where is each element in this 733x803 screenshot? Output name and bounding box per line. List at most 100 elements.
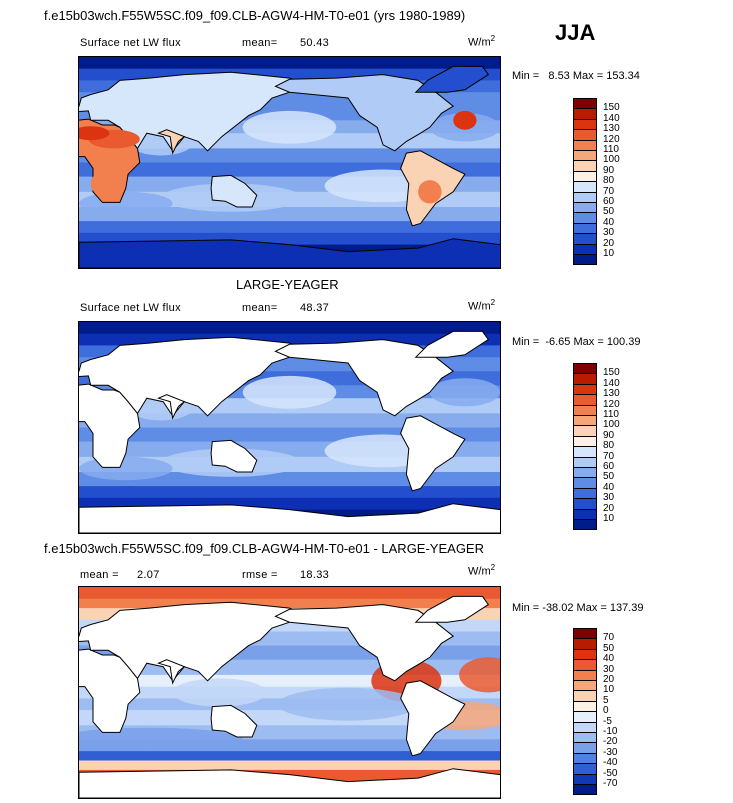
panel2-min-label: Min = — [512, 336, 540, 348]
colorbar-tick-label: 100 — [603, 419, 620, 431]
panel3-mean-value: 2.07 — [137, 569, 160, 581]
continent-india — [157, 129, 186, 155]
land-hotspot — [79, 126, 110, 141]
continent-namerica — [274, 339, 455, 417]
panel2-max-value: 100.39 — [606, 336, 641, 348]
continent-namerica — [274, 604, 455, 682]
colorbar-tick-label: 10 — [603, 248, 615, 259]
colorbar-tick-label: -20 — [603, 736, 618, 748]
panel3-max-label: Max = — [576, 602, 607, 614]
panel1-max-value: 153.34 — [606, 70, 640, 82]
panel3-rmse-value: 18.33 — [300, 569, 330, 581]
panel2-minmax: Min = -6.65 Max = 100.39 — [512, 336, 640, 348]
colorbar-tick-label: 100 — [603, 154, 620, 166]
field-band — [79, 587, 500, 600]
field-blob — [79, 456, 173, 481]
panel2-min-value: -6.65 — [545, 336, 571, 348]
colorbar-swatch — [573, 254, 597, 266]
continent-greenland — [414, 330, 490, 358]
colorbar-tick-label: 90 — [603, 164, 615, 176]
panel1-title: f.e15b03wch.F55W5SC.f09_f09.CLB-AGW4-HM-… — [44, 8, 466, 23]
colorbar-tick-label: 70 — [603, 450, 615, 462]
colorbar-tick-label: 60 — [603, 196, 615, 207]
colorbar-tick-label: 110 — [603, 409, 619, 420]
colorbar-tick-label: 10 — [603, 684, 615, 696]
colorbar-tick-label: 140 — [603, 112, 620, 124]
colorbar-tick-label: 40 — [603, 653, 615, 665]
colorbar-tick-label: 60 — [603, 461, 615, 472]
colorbar-tick-label: -10 — [603, 726, 618, 737]
continent-antarctica — [79, 768, 500, 798]
continent-eurasia — [79, 336, 303, 417]
colorbar-tick-label: 30 — [603, 663, 615, 675]
land-hotspot — [418, 180, 442, 204]
flux-field-svg — [79, 587, 500, 798]
field-band — [79, 760, 500, 771]
colorbar-tick-label: 50 — [603, 471, 615, 483]
panel2-mean-value: 48.37 — [300, 302, 330, 314]
continent-eurasia — [79, 601, 303, 682]
panel3-max-value: 137.39 — [609, 602, 644, 614]
panel3-title: f.e15b03wch.F55W5SC.f09_f09.CLB-AGW4-HM-… — [44, 541, 484, 556]
colorbar-tick-label: 70 — [603, 185, 615, 197]
colorbar-tick-label: 150 — [603, 102, 620, 114]
continent-india — [157, 659, 186, 685]
field-blob — [79, 727, 243, 752]
continent-greenland — [414, 595, 490, 623]
continent-namerica — [274, 74, 455, 152]
colorbar-tick-label: 30 — [603, 227, 615, 239]
continent-antarctica — [79, 503, 500, 533]
colorbar-tick-label: -70 — [603, 778, 618, 789]
colorbar-tick-label: 20 — [603, 674, 615, 685]
panel1-mean-value: 50.43 — [300, 37, 330, 49]
field-band — [79, 322, 500, 335]
field-band — [79, 598, 500, 609]
panel2-max-label: Max = — [573, 336, 604, 348]
panel3-min-label: Min = — [512, 602, 540, 614]
panel2-units: W/m2 — [468, 298, 495, 313]
colorbar-tick-label: 130 — [603, 388, 620, 400]
colorbar-tick-label: -50 — [603, 767, 618, 779]
field-band — [79, 148, 500, 164]
panel2-units-base: W/m — [468, 300, 491, 313]
colorbar-tick-label: 150 — [603, 367, 620, 379]
continent-eurasia — [79, 71, 303, 152]
panel3-map — [78, 586, 501, 799]
panel3-units-exp: 2 — [490, 563, 496, 572]
continent-australia — [210, 174, 258, 208]
field-band — [79, 57, 500, 70]
panel1-min-label: Min = — [512, 70, 540, 82]
panel1-mean-label: mean= — [242, 37, 278, 49]
colorbar-tick-label: 110 — [603, 144, 619, 155]
panel1-max-label: Max = — [572, 70, 604, 82]
colorbar-tick-label: -40 — [603, 757, 618, 769]
continent-australia — [210, 704, 258, 738]
colorbar-tick-label: 80 — [603, 175, 615, 187]
panel3-min-value: -38.02 — [542, 602, 574, 614]
colorbar-tick-label: 130 — [603, 123, 620, 135]
panel3-units: W/m2 — [468, 563, 495, 578]
panel2-title: LARGE-YEAGER — [236, 277, 339, 292]
land-hotspot — [90, 171, 115, 196]
field-blob — [429, 378, 500, 407]
colorbar-tick-label: 20 — [603, 237, 615, 249]
panel3-minmax: Min = -38.02 Max = 137.39 — [512, 602, 644, 614]
panel1-units-exp: 2 — [490, 34, 496, 43]
colorbar-tick-label: 50 — [603, 642, 615, 654]
field-band — [79, 486, 500, 499]
colorbar-tick-label: 50 — [603, 206, 615, 218]
colorbar-tick-label: 140 — [603, 377, 620, 389]
panel2-units-exp: 2 — [490, 298, 496, 307]
season-label: JJA — [555, 20, 596, 45]
land-hotspot — [453, 110, 477, 130]
colorbar-swatch — [573, 519, 597, 531]
colorbar-tick-label: 0 — [603, 705, 609, 717]
colorbar-tick-label: 30 — [603, 492, 615, 504]
panel1-map — [78, 56, 501, 269]
field-blob — [277, 687, 419, 721]
colorbar-tick-label: -30 — [603, 746, 618, 758]
panel2-map — [78, 321, 501, 534]
colorbar-swatch — [573, 784, 597, 796]
colorbar-tick-label: 120 — [603, 133, 620, 145]
panel1-min-value: 8.53 — [548, 70, 570, 82]
